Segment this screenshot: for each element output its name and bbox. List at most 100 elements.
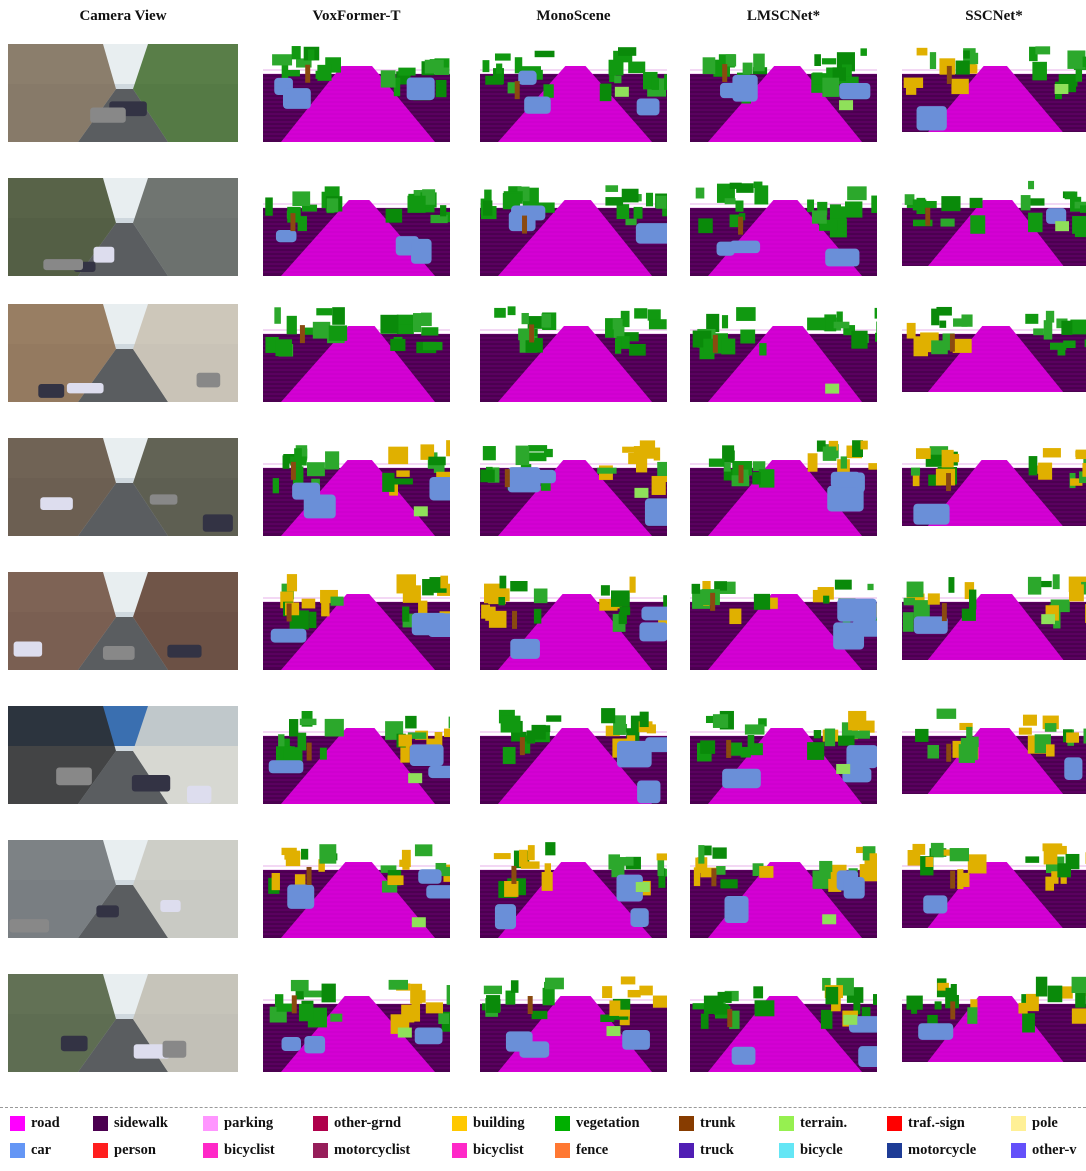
voxel-prediction-image	[690, 974, 877, 1072]
legend-item: trunk	[679, 1115, 735, 1132]
legend-item: motorcyclist	[313, 1142, 410, 1159]
legend-label: traf.-sign	[908, 1115, 965, 1131]
voxel-prediction-image	[902, 572, 1086, 670]
legend-swatch	[93, 1116, 108, 1131]
camera-view-image	[8, 572, 238, 670]
legend-label: road	[31, 1115, 60, 1131]
legend-label: motorcycle	[908, 1142, 977, 1158]
legend-swatch	[887, 1143, 902, 1158]
voxel-prediction-image	[263, 438, 450, 536]
legend-label: building	[473, 1115, 525, 1131]
voxel-prediction-image	[902, 974, 1086, 1072]
legend-item: other-v	[1011, 1142, 1077, 1159]
voxel-prediction-image	[263, 44, 450, 142]
legend-swatch	[887, 1116, 902, 1131]
column-header-4: SSCNet*	[965, 8, 1023, 24]
legend-label: other-v	[1032, 1142, 1077, 1158]
camera-view-image	[8, 438, 238, 536]
voxel-prediction-image	[690, 178, 877, 276]
legend-label: parking	[224, 1115, 274, 1131]
legend-swatch	[1011, 1116, 1026, 1131]
legend-item: other-grnd	[313, 1115, 401, 1132]
voxel-prediction-image	[902, 438, 1086, 536]
voxel-prediction-image	[902, 840, 1086, 938]
voxel-prediction-image	[480, 438, 667, 536]
legend-item: truck	[679, 1142, 734, 1159]
legend-item: bicyclist	[452, 1142, 524, 1159]
legend-item: motorcycle	[887, 1142, 976, 1159]
camera-view-image	[8, 974, 238, 1072]
voxel-prediction-image	[690, 706, 877, 804]
legend-label: sidewalk	[114, 1115, 168, 1131]
legend-item: pole	[1011, 1115, 1058, 1132]
voxel-prediction-image	[690, 438, 877, 536]
legend-label: bicyclist	[224, 1142, 275, 1158]
voxel-prediction-image	[263, 840, 450, 938]
legend-item: car	[10, 1142, 51, 1159]
voxel-prediction-image	[263, 178, 450, 276]
legend-item: person	[93, 1142, 156, 1159]
camera-view-image	[8, 840, 238, 938]
voxel-prediction-image	[480, 974, 667, 1072]
voxel-prediction-image	[902, 304, 1086, 402]
camera-view-image	[8, 178, 238, 276]
camera-view-image	[8, 706, 238, 804]
camera-view-image	[8, 44, 238, 142]
legend-swatch	[679, 1143, 694, 1158]
voxel-prediction-image	[902, 178, 1086, 276]
legend-label: other-grnd	[334, 1115, 402, 1131]
voxel-prediction-image	[902, 706, 1086, 804]
legend-swatch	[555, 1143, 570, 1158]
voxel-prediction-image	[690, 44, 877, 142]
voxel-prediction-image	[690, 840, 877, 938]
legend-item: traf.-sign	[887, 1115, 965, 1132]
camera-view-image	[8, 304, 238, 402]
legend-swatch	[203, 1143, 218, 1158]
legend-item: building	[452, 1115, 525, 1132]
voxel-prediction-image	[263, 304, 450, 402]
voxel-prediction-image	[690, 304, 877, 402]
legend-label: truck	[700, 1142, 734, 1158]
voxel-prediction-image	[480, 840, 667, 938]
legend-label: vegetation	[576, 1115, 640, 1131]
voxel-prediction-image	[690, 572, 877, 670]
voxel-prediction-image	[480, 304, 667, 402]
legend-swatch	[10, 1116, 25, 1131]
voxel-prediction-image	[480, 178, 667, 276]
legend-swatch	[452, 1116, 467, 1131]
legend-swatch	[555, 1116, 570, 1131]
legend-item: terrain.	[779, 1115, 847, 1132]
legend-swatch	[779, 1143, 794, 1158]
voxel-prediction-image	[263, 706, 450, 804]
legend-label: person	[114, 1142, 156, 1158]
legend-label: car	[31, 1142, 52, 1158]
legend-item: bicycle	[779, 1142, 843, 1159]
legend-item: fence	[555, 1142, 608, 1159]
column-header-3: LMSCNet*	[746, 8, 821, 24]
legend-label: bicycle	[800, 1142, 843, 1158]
legend-label: trunk	[700, 1115, 736, 1131]
legend-swatch	[313, 1143, 328, 1158]
voxel-prediction-image	[480, 706, 667, 804]
column-header-0: Camera View	[79, 8, 167, 24]
legend-item: sidewalk	[93, 1115, 168, 1132]
legend-swatch	[203, 1116, 218, 1131]
legend-swatch	[93, 1143, 108, 1158]
legend-item: vegetation	[555, 1115, 640, 1132]
voxel-prediction-image	[480, 572, 667, 670]
legend-swatch	[313, 1116, 328, 1131]
legend-item: parking	[203, 1115, 273, 1132]
legend-swatch	[679, 1116, 694, 1131]
legend-swatch	[1011, 1143, 1026, 1158]
voxel-prediction-image	[263, 974, 450, 1072]
legend-label: bicyclist	[473, 1142, 524, 1158]
legend-swatch	[10, 1143, 25, 1158]
legend-divider	[0, 1107, 1086, 1108]
legend-label: pole	[1032, 1115, 1058, 1131]
column-header-1: VoxFormer-T	[312, 8, 401, 24]
legend-item: road	[10, 1115, 60, 1132]
legend-label: motorcyclist	[334, 1142, 411, 1158]
voxel-prediction-image	[263, 572, 450, 670]
column-header-2: MonoScene	[536, 8, 611, 24]
voxel-prediction-image	[480, 44, 667, 142]
